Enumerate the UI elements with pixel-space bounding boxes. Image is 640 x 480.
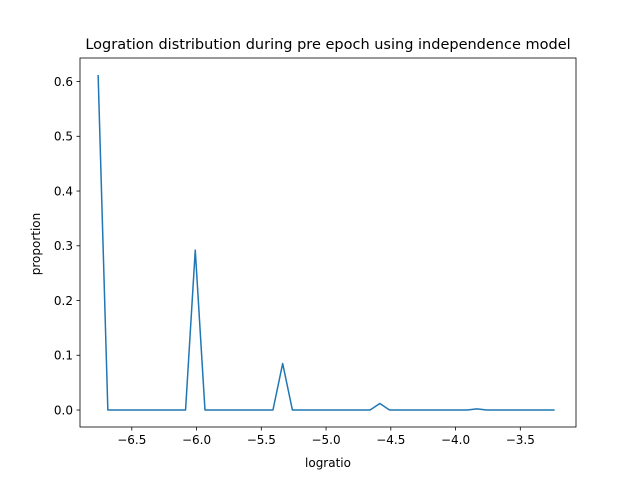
y-tick-label: 0.3 (54, 239, 73, 253)
y-tick-label: 0.1 (54, 349, 73, 363)
x-tick-label: −6.0 (182, 433, 211, 447)
y-tick-label: 0.6 (54, 75, 73, 89)
y-tick-label: 0.4 (54, 184, 73, 198)
x-tick-label: −4.0 (441, 433, 470, 447)
x-tick-label: −3.5 (506, 433, 535, 447)
x-tick-label: −4.5 (376, 433, 405, 447)
y-tick-label: 0.0 (54, 403, 73, 417)
axes-frame (79, 57, 577, 428)
x-tick-label: −6.5 (117, 433, 146, 447)
x-tick-label: −5.5 (247, 433, 276, 447)
chart-title: Logration distribution during pre epoch … (85, 37, 570, 53)
plot-area (79, 57, 577, 428)
x-axis-ticks: −6.5 −6.0 −5.5 −5.0 −4.5 −4.0 −3.5 (117, 427, 535, 447)
series-line (97, 74, 555, 411)
y-axis-ticks: 0.0 0.1 0.2 0.3 0.4 0.5 0.6 (54, 75, 80, 417)
y-tick-label: 0.2 (54, 294, 73, 308)
x-axis-label: logratio (305, 456, 351, 470)
x-tick-label: −5.0 (311, 433, 340, 447)
y-tick-label: 0.5 (54, 130, 73, 144)
y-axis-label: proportion (29, 213, 43, 276)
